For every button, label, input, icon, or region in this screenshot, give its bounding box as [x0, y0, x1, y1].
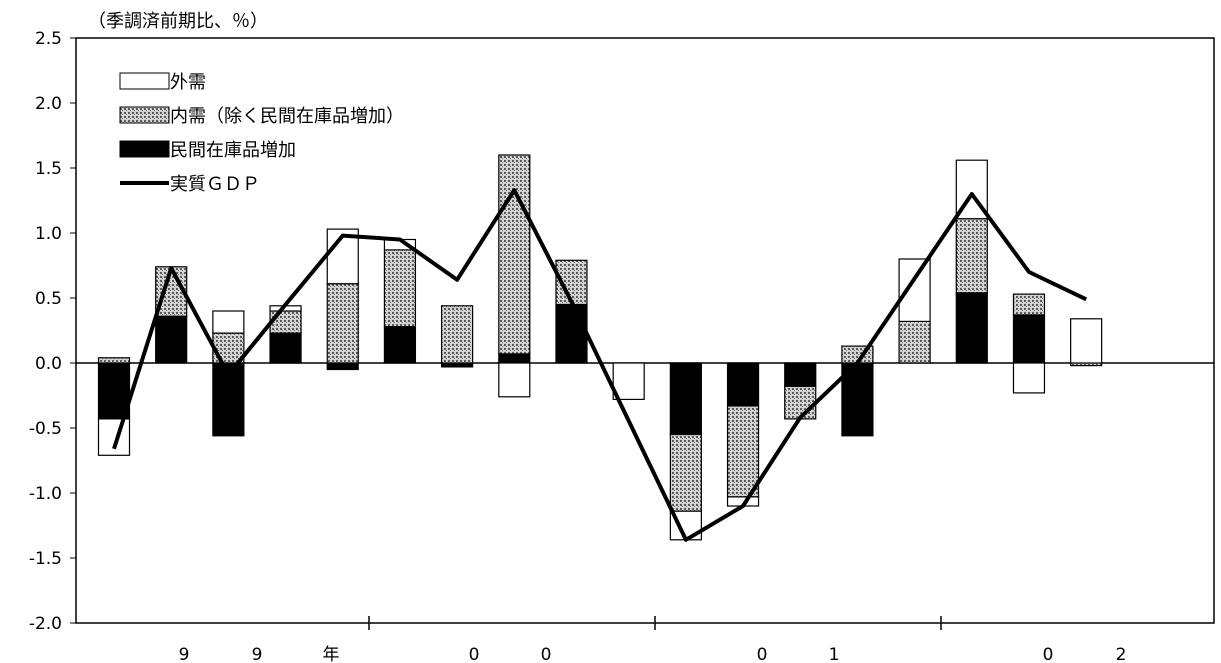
bar-domestic — [269, 310, 302, 334]
bar-inventory — [784, 362, 817, 387]
bar-domestic — [383, 249, 417, 328]
y-tick-label: -0.5 — [29, 419, 62, 439]
y-tick-label: -2.0 — [29, 614, 62, 634]
bar-inventory — [498, 353, 531, 364]
bar-external — [898, 258, 931, 323]
unit-label: （季調済前期比、％） — [88, 11, 268, 32]
x-tick-label: 0 — [1043, 645, 1054, 663]
legend-swatch-domestic — [119, 106, 170, 124]
legend-label-external: 外需 — [170, 72, 206, 93]
legend-label-gdp: 実質ＧＤＰ — [170, 174, 260, 195]
plot-frame — [75, 37, 1215, 624]
y-tick-label: -1.5 — [29, 549, 62, 569]
x-tick-label: 9 — [252, 645, 263, 663]
bar-inventory — [955, 292, 988, 364]
bar-inventory — [326, 362, 359, 371]
y-tick-label: 0.0 — [35, 354, 62, 374]
x-tick-label: 2 — [1116, 645, 1127, 663]
bar-inventory — [669, 362, 702, 436]
bar-domestic — [441, 305, 474, 364]
y-tick-label: 0.5 — [35, 289, 62, 309]
bar-inventory — [555, 303, 588, 364]
gdp-line — [112, 188, 1088, 542]
y-tick-label: 1.5 — [35, 159, 62, 179]
gdp-line-group — [112, 188, 1088, 542]
legend-swatch-external — [119, 72, 170, 90]
bar-domestic — [326, 283, 359, 364]
y-tick-label: 2.5 — [35, 29, 62, 49]
legend: 外需 内需（除く民間在庫品増加） 民間在庫品増加 実質ＧＤＰ — [119, 72, 404, 195]
x-axis: 9 9 年 0 0 0 1 0 2 — [179, 616, 1127, 663]
legend-swatch-inventory — [119, 140, 170, 158]
y-axis: 2.5 2.0 1.5 1.0 0.5 0.0 -0.5 -1.0 -1.5 -2.0 — [29, 29, 76, 634]
bar-domestic — [726, 405, 760, 498]
bar-domestic — [1012, 293, 1046, 316]
x-tick-label: 9 — [179, 645, 190, 663]
bar-inventory — [1012, 314, 1046, 364]
x-tick-label: 0 — [469, 645, 480, 663]
legend-label-inventory: 民間在庫品増加 — [170, 140, 296, 161]
bar-domestic — [669, 433, 702, 512]
legend-label-domestic: 内需（除く民間在庫品増加） — [170, 106, 404, 127]
x-tick-label: 0 — [757, 645, 768, 663]
bar-domestic — [498, 154, 531, 355]
bar-domestic — [97, 357, 131, 364]
bar-external — [1070, 318, 1103, 364]
y-tick-label: 1.0 — [35, 224, 62, 244]
y-tick-label: -1.0 — [29, 484, 62, 504]
bar-inventory — [383, 326, 417, 364]
bar-inventory — [726, 362, 760, 407]
bar-inventory — [155, 315, 188, 364]
x-tick-label: 0 — [541, 645, 552, 663]
x-tick-label: 1 — [829, 645, 840, 663]
bar-domestic — [784, 385, 817, 420]
bar-external — [1012, 362, 1046, 394]
bar-external — [212, 310, 245, 334]
y-tick-label: 2.0 — [35, 94, 62, 114]
bar-inventory — [269, 332, 302, 364]
bar-external — [498, 362, 531, 398]
bar-domestic — [898, 320, 931, 364]
bar-domestic — [955, 218, 988, 294]
bar-external — [612, 362, 645, 401]
x-tick-label: 年 — [323, 645, 340, 663]
bar-external — [97, 418, 131, 456]
